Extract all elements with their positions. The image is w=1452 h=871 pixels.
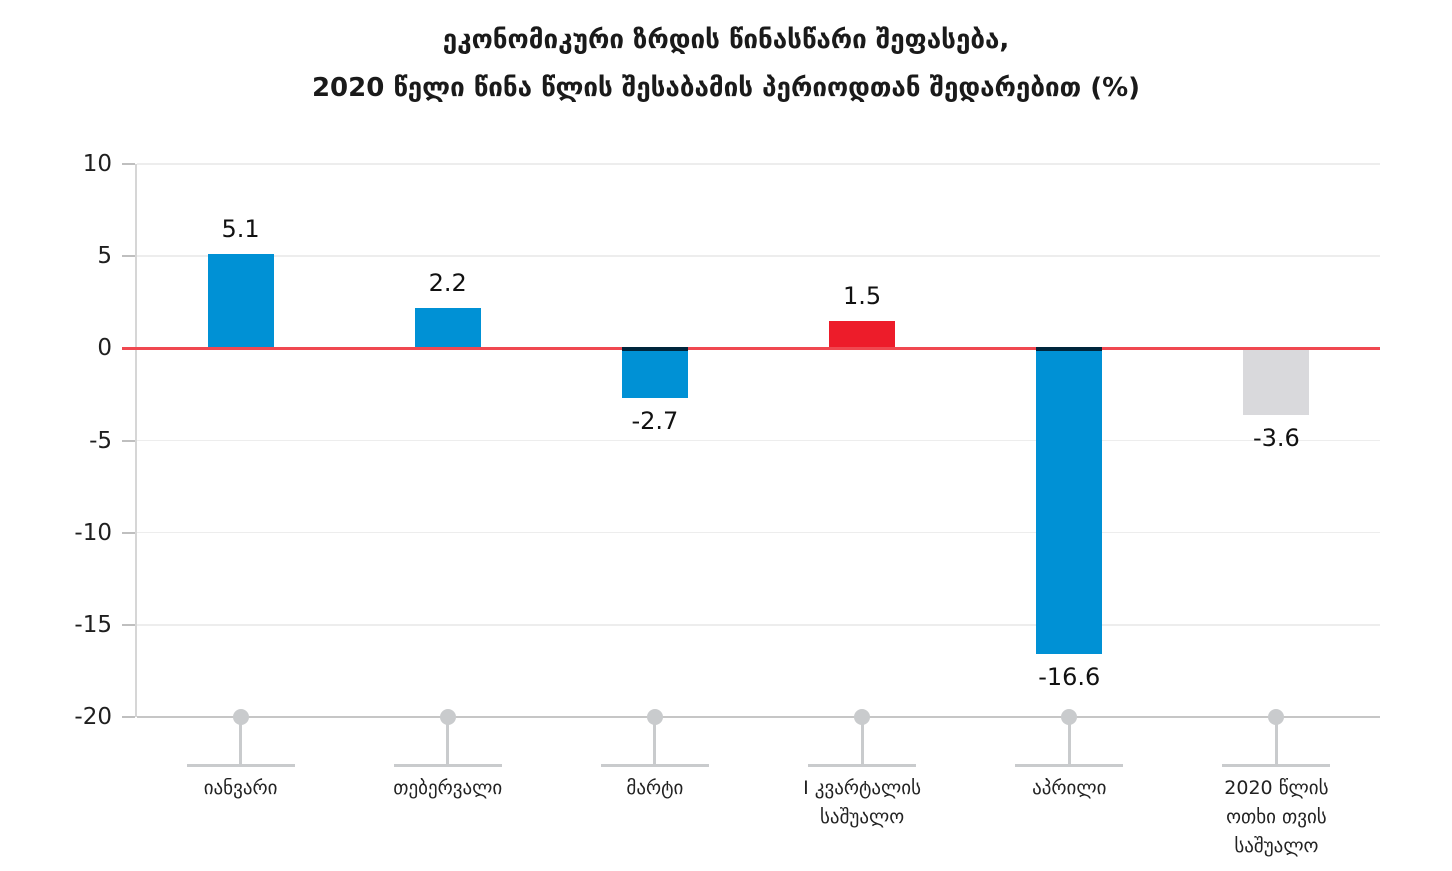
bar-value-label: -3.6 (1252, 423, 1300, 452)
bar (1243, 349, 1310, 415)
gridline (137, 531, 1380, 534)
x-axis-category-label: თებერვალი (338, 774, 558, 803)
category-tbar (1015, 763, 1124, 767)
y-axis-line (135, 164, 137, 717)
category-tbar (600, 763, 709, 767)
bar (829, 320, 896, 349)
category-tbar (393, 763, 502, 767)
x-axis-category-label: I კვარტალის საშუალო (752, 774, 972, 832)
bar (414, 307, 481, 349)
bar-value-label: 1.5 (842, 281, 882, 310)
gridline (137, 624, 1380, 626)
category-dot-marker (854, 709, 871, 725)
chart-title-line1: ეკონომიკური ზრდის წინასწარი შეფასება, (442, 25, 1010, 55)
x-axis-category-label: აპრილი (959, 774, 1179, 803)
bar (621, 347, 688, 399)
bar-zero-cap (1036, 346, 1103, 351)
category-dot-marker (1061, 709, 1078, 725)
category-stem (1067, 717, 1071, 765)
category-dot-marker (232, 709, 249, 725)
x-axis-category-label: მარტი (545, 774, 765, 803)
y-axis-tick-label: 5 (97, 243, 112, 270)
category-stem (1274, 717, 1278, 765)
chart-title-line2: 2020 წელი წინა წლის შესაბამის პერიოდთან … (311, 73, 1141, 103)
x-axis-category-label-line: 2020 წლის (1224, 777, 1329, 799)
x-axis-category-label-line: საშუალო (1234, 835, 1319, 857)
chart-title: ეკონომიკური ზრდის წინასწარი შეფასება, 20… (0, 16, 1452, 112)
x-axis-baseline (137, 716, 1380, 718)
y-axis-tick-label: -20 (74, 704, 112, 730)
y-axis-tick (122, 439, 135, 442)
category-dot-marker (439, 709, 456, 725)
bar-value-label: 2.2 (428, 268, 467, 297)
category-tbar (808, 763, 917, 767)
bar-zero-cap (621, 346, 688, 351)
x-axis-category-label: იანვარი (131, 774, 351, 803)
x-axis-category-label-line: თებერვალი (393, 777, 503, 799)
category-tbar (186, 763, 295, 767)
y-axis-tick-label: -15 (74, 611, 112, 638)
bar-value-label: -16.6 (1038, 663, 1101, 692)
x-axis-category-label-line: I კვარტალის (803, 777, 922, 799)
bar (1036, 347, 1103, 655)
category-dot-marker (1268, 709, 1285, 725)
y-axis-tick (122, 623, 135, 626)
y-axis-tick (122, 531, 135, 534)
x-axis-category-label-line: ოთხი თვის (1226, 806, 1327, 828)
y-axis-tick (122, 716, 135, 718)
x-axis-category-label-line: იანვარი (203, 777, 278, 799)
gridline (137, 163, 1380, 165)
category-stem (446, 717, 450, 765)
x-axis-category-label-line: მარტი (626, 777, 684, 799)
category-stem (860, 717, 864, 765)
y-axis-tick-label: 10 (82, 151, 112, 177)
gridline (137, 255, 1380, 257)
x-axis-category-label-line: საშუალო (820, 806, 905, 828)
category-tbar (1222, 763, 1331, 767)
y-axis-tick (122, 255, 135, 258)
y-axis-tick-label: -10 (74, 519, 112, 546)
zero-line (122, 347, 1380, 350)
category-stem (653, 717, 657, 765)
bar-value-label: 5.1 (221, 215, 260, 244)
y-axis-tick-label: 0 (97, 335, 112, 362)
bar (207, 254, 274, 349)
y-axis-tick (122, 163, 135, 165)
category-stem (239, 717, 243, 765)
bar-value-label: -2.7 (631, 407, 679, 436)
gridline (137, 439, 1380, 442)
y-axis-tick-label: -5 (89, 427, 112, 454)
x-axis-category-label: 2020 წლის ოთხი თვის საშუალო (1166, 774, 1386, 861)
x-axis-category-label-line: აპრილი (1032, 777, 1107, 799)
category-dot-marker (646, 709, 663, 725)
